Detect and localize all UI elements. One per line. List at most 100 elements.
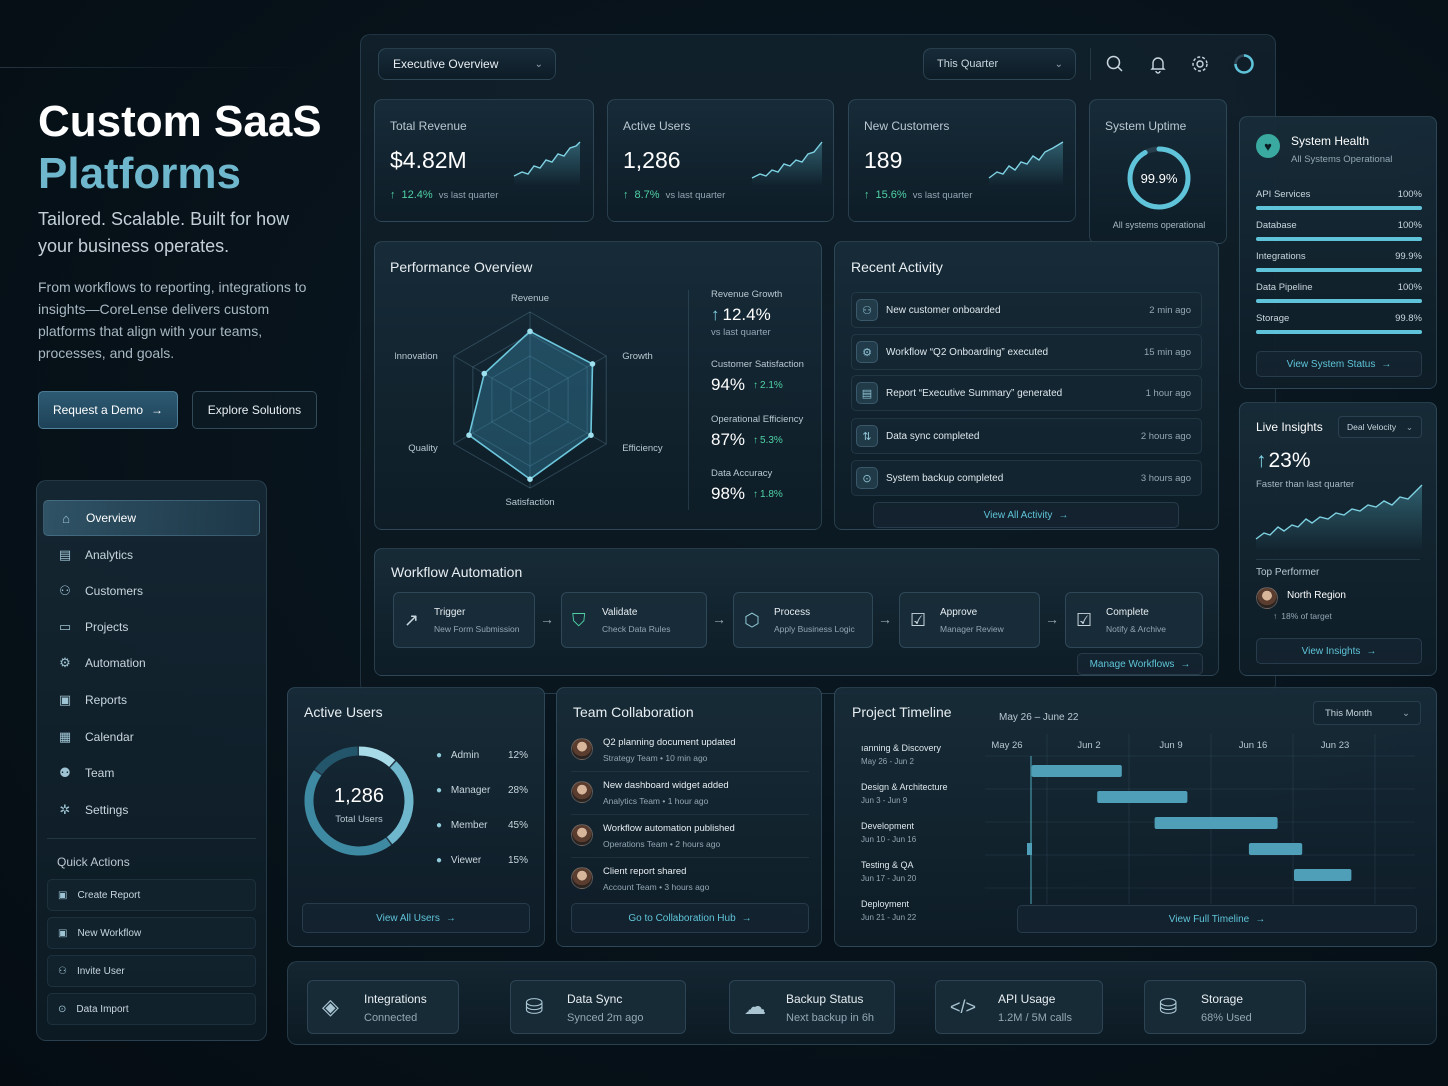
view-system-status-button[interactable]: View System Status →: [1256, 351, 1422, 377]
workflow-title: Workflow Automation: [391, 564, 523, 580]
view-all-activity-button[interactable]: View All Activity →: [873, 502, 1179, 528]
kpi-system-uptime[interactable]: System Uptime 99.9% All systems operatio…: [1089, 99, 1227, 244]
data-import-button[interactable]: ⊙ Data Import: [47, 993, 256, 1025]
invite-user-button[interactable]: ⚇ Invite User: [47, 955, 256, 987]
kpi-active-users[interactable]: Active Users 1,286 ↑ 8.7% vs last quarte…: [607, 99, 834, 222]
hero-divider: [0, 67, 300, 68]
workflow-step-validate[interactable]: ⛉ Validate Check Data Rules: [561, 592, 707, 648]
arrow-right-icon: →: [1045, 611, 1059, 627]
team-avatar: [571, 867, 593, 889]
insights-note: Faster than last quarter: [1256, 479, 1355, 490]
activity-item[interactable]: ▤ Report “Executive Summary” generated 1…: [851, 375, 1202, 411]
metric-delta: 2.1%: [760, 379, 783, 391]
workflow-step-trigger[interactable]: ↗ Trigger New Form Submission: [393, 592, 535, 648]
service-name: Database: [1256, 220, 1297, 231]
service-bar: [1256, 237, 1422, 241]
activity-item[interactable]: ⇅ Data sync completed 2 hours ago: [851, 418, 1202, 454]
workflow-step-approve[interactable]: ☑ Approve Manager Review: [899, 592, 1040, 648]
kpi-new-customers[interactable]: New Customers 189 ↑ 15.6% vs last quarte…: [848, 99, 1076, 222]
sidebar-item-analytics[interactable]: ▤ Analytics: [43, 537, 260, 573]
activity-text: Workflow “Q2 Onboarding” executed: [886, 347, 1049, 358]
collaboration-hub-button[interactable]: Go to Collaboration Hub →: [571, 903, 809, 933]
quick-action-label: New Workflow: [77, 927, 142, 939]
metric-delta: 1.8%: [760, 488, 783, 500]
step-sub: Apply Business Logic: [774, 624, 855, 634]
sidebar-item-automation[interactable]: ⚙ Automation: [43, 645, 260, 681]
radar-data-point: [589, 361, 596, 367]
live-insights: Live Insights Deal Velocity ⌄ ↑ 23% Fast…: [1239, 402, 1437, 676]
insights-select[interactable]: Deal Velocity ⌄: [1338, 416, 1422, 438]
bell-icon[interactable]: [1148, 54, 1168, 74]
sidebar-item-settings[interactable]: ✲ Settings: [43, 792, 260, 828]
active-users: Active Users 1,286 Total Users ● Admin 1…: [287, 687, 545, 947]
timeline-select[interactable]: This Month ⌄: [1313, 701, 1421, 725]
sidebar-item-projects[interactable]: ▭ Projects: [43, 609, 260, 645]
arrow-up-icon: ↑: [390, 189, 396, 201]
workflow-step-complete[interactable]: ☑ Complete Notify & Archive: [1065, 592, 1203, 648]
explore-solutions-button[interactable]: Explore Solutions: [192, 391, 317, 429]
view-full-timeline-button[interactable]: View Full Timeline →: [1017, 905, 1417, 933]
kpi-delta: ↑ 8.7% vs last quarter: [623, 189, 725, 201]
team-item[interactable]: Client report shared Account Team • 3 ho…: [571, 861, 809, 901]
uptime-note: All systems operational: [1112, 220, 1206, 230]
phase-label: Design & Architecture Jun 3 - Jun 9: [861, 782, 981, 805]
request-demo-button[interactable]: Request a Demo →: [38, 391, 178, 429]
gantt-bar: [1097, 791, 1188, 803]
arrow-up-icon: ↑: [623, 189, 629, 201]
kpi-total-revenue[interactable]: Total Revenue $4.82M ↑ 12.4% vs last qua…: [374, 99, 594, 222]
role-pct: 12%: [507, 750, 528, 761]
status-title: API Usage: [998, 992, 1056, 1006]
workflow-step-process[interactable]: ⬡ Process Apply Business Logic: [733, 592, 873, 648]
service-value: 100%: [1397, 220, 1422, 231]
folder-icon: ▭: [58, 619, 72, 634]
manage-workflows-button[interactable]: Manage Workflows →: [1077, 653, 1203, 675]
performance-overview: Performance Overview Revenue Growth Effici…: [374, 241, 822, 530]
project-timeline: Project Timeline May 26 – June 22 This M…: [834, 687, 1437, 947]
status-backup[interactable]: ☁ Backup Status Next backup in 6h: [729, 980, 895, 1034]
search-icon[interactable]: [1105, 54, 1125, 74]
phase-name: ıanning & Discovery: [861, 743, 942, 753]
activity-time: 1 hour ago: [1145, 388, 1191, 399]
hero-title-line1: Custom SaaS: [38, 97, 322, 146]
team-avatar: [571, 824, 593, 846]
activity-item[interactable]: ⚙ Workflow “Q2 Onboarding” executed 15 m…: [851, 334, 1202, 370]
button-label: View Insights: [1301, 645, 1361, 657]
sidebar-item-team[interactable]: ⚉ Team: [43, 755, 260, 791]
sidebar-item-overview[interactable]: ⌂ Overview: [43, 500, 260, 536]
top-performer-label: Top Performer: [1256, 567, 1320, 578]
status-storage[interactable]: ⛁ Storage 68% Used: [1144, 980, 1306, 1034]
metric-label: Operational Efficiency: [711, 414, 804, 425]
service-bar: [1256, 299, 1422, 303]
team-item[interactable]: Q2 planning document updated Strategy Te…: [571, 732, 809, 772]
document-plus-icon: ▣: [58, 889, 68, 901]
status-sub: Next backup in 6h: [786, 1012, 875, 1024]
team-item[interactable]: New dashboard widget added Analytics Tea…: [571, 775, 809, 815]
status-api-usage[interactable]: </> API Usage 1.2M / 5M calls: [935, 980, 1103, 1034]
view-all-users-button[interactable]: View All Users →: [302, 903, 530, 933]
activity-item[interactable]: ⊙ System backup completed 3 hours ago: [851, 460, 1202, 496]
insights-select-value: Deal Velocity: [1347, 422, 1397, 432]
radar-axis-line: [453, 355, 531, 401]
sidebar-item-label: Calendar: [85, 730, 134, 744]
sidebar-item-customers[interactable]: ⚇ Customers: [43, 573, 260, 609]
status-data-sync[interactable]: ⛁ Data Sync Synced 2m ago: [510, 980, 686, 1034]
button-label: View System Status: [1286, 358, 1376, 370]
document-icon: ▤: [856, 382, 878, 404]
view-insights-button[interactable]: View Insights →: [1256, 638, 1422, 664]
new-workflow-button[interactable]: ▣ New Workflow: [47, 917, 256, 949]
step-title: Validate: [602, 607, 638, 618]
sidebar-item-calendar[interactable]: ▦ Calendar: [43, 719, 260, 755]
performer-note: ↑ 18% of target: [1273, 611, 1332, 621]
period-select[interactable]: This Quarter ⌄: [923, 48, 1076, 80]
user-plus-icon: ⚇: [58, 965, 67, 977]
status-integrations[interactable]: ◈ Integrations Connected: [307, 980, 459, 1034]
activity-text: Data sync completed: [886, 431, 980, 442]
activity-item[interactable]: ⚇ New customer onboarded 2 min ago: [851, 292, 1202, 328]
team-item[interactable]: Workflow automation published Operations…: [571, 818, 809, 858]
sidebar-item-reports[interactable]: ▣ Reports: [43, 682, 260, 718]
health-service-storage: Storage 99.8%: [1256, 313, 1422, 337]
view-select[interactable]: Executive Overview ⌄: [378, 48, 556, 80]
gear-icon[interactable]: [1190, 54, 1210, 74]
gantt-bar: [1154, 817, 1278, 829]
create-report-button[interactable]: ▣ Create Report: [47, 879, 256, 911]
